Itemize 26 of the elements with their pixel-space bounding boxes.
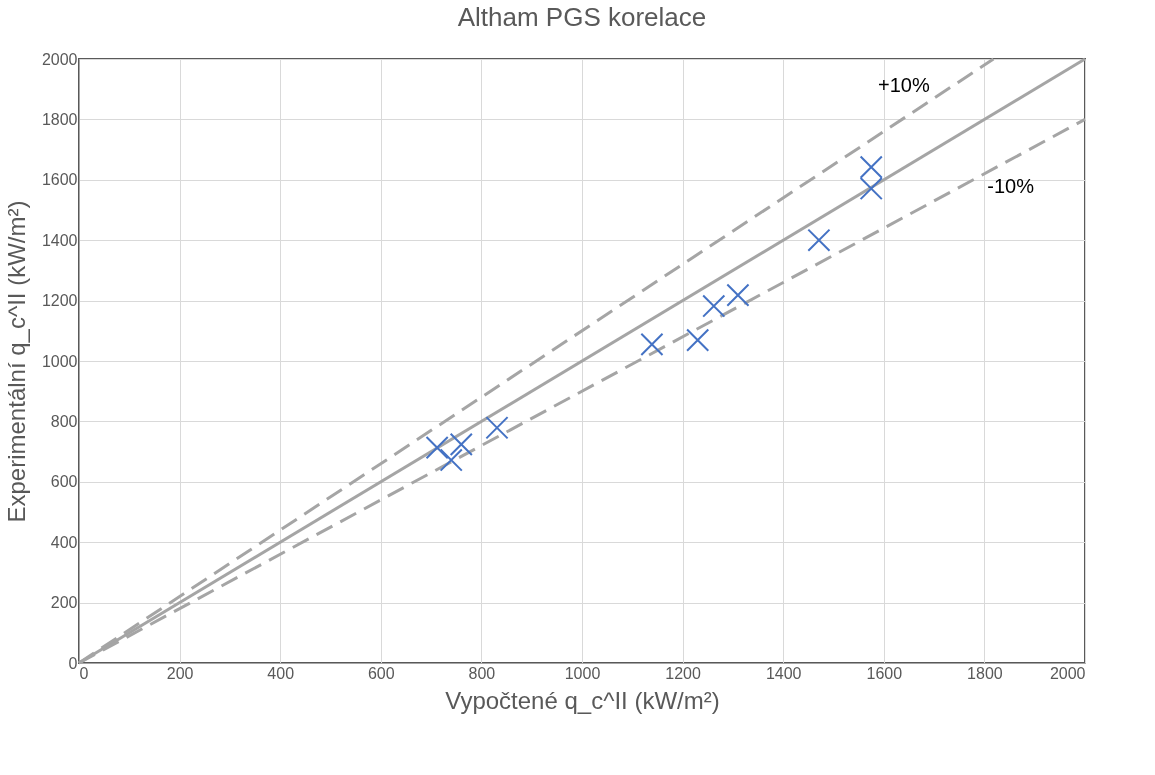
annotation: +10% xyxy=(878,74,930,97)
chart-title: Altham PGS korelace xyxy=(457,2,707,32)
x-tick-label: 1000 xyxy=(564,664,601,682)
x-tick-label: 1800 xyxy=(967,664,1003,682)
y-tick-label: 1800 xyxy=(41,110,78,128)
y-tick-label: 1600 xyxy=(41,171,78,189)
y-tick-label: 200 xyxy=(50,594,78,612)
y-axis-title: Experimentální q_c^II (kW/m²) xyxy=(2,200,30,523)
x-tick-label: 1400 xyxy=(765,664,802,682)
x-tick-label: 600 xyxy=(367,664,395,682)
y-tick-label: 1400 xyxy=(41,231,78,249)
x-tick-label: 200 xyxy=(166,664,194,682)
y-tick-label: 800 xyxy=(50,412,78,430)
x-tick-label: 400 xyxy=(267,664,295,682)
y-tick-label: 1000 xyxy=(41,352,78,370)
x-tick-label: 0 xyxy=(79,664,89,682)
y-tick-label: 600 xyxy=(50,473,78,491)
y-tick-label: 1200 xyxy=(41,292,78,310)
x-axis-title: Vypočtené q_c^II (kW/m²) xyxy=(445,686,720,714)
x-tick-label: 1200 xyxy=(665,664,701,682)
x-tick-label: 800 xyxy=(468,664,496,682)
x-tick-label: 2000 xyxy=(1049,664,1086,682)
x-tick-label: 1600 xyxy=(866,664,903,682)
y-tick-label: 2000 xyxy=(41,50,78,68)
y-tick-label: 400 xyxy=(50,533,78,551)
annotation: -10% xyxy=(987,175,1035,198)
